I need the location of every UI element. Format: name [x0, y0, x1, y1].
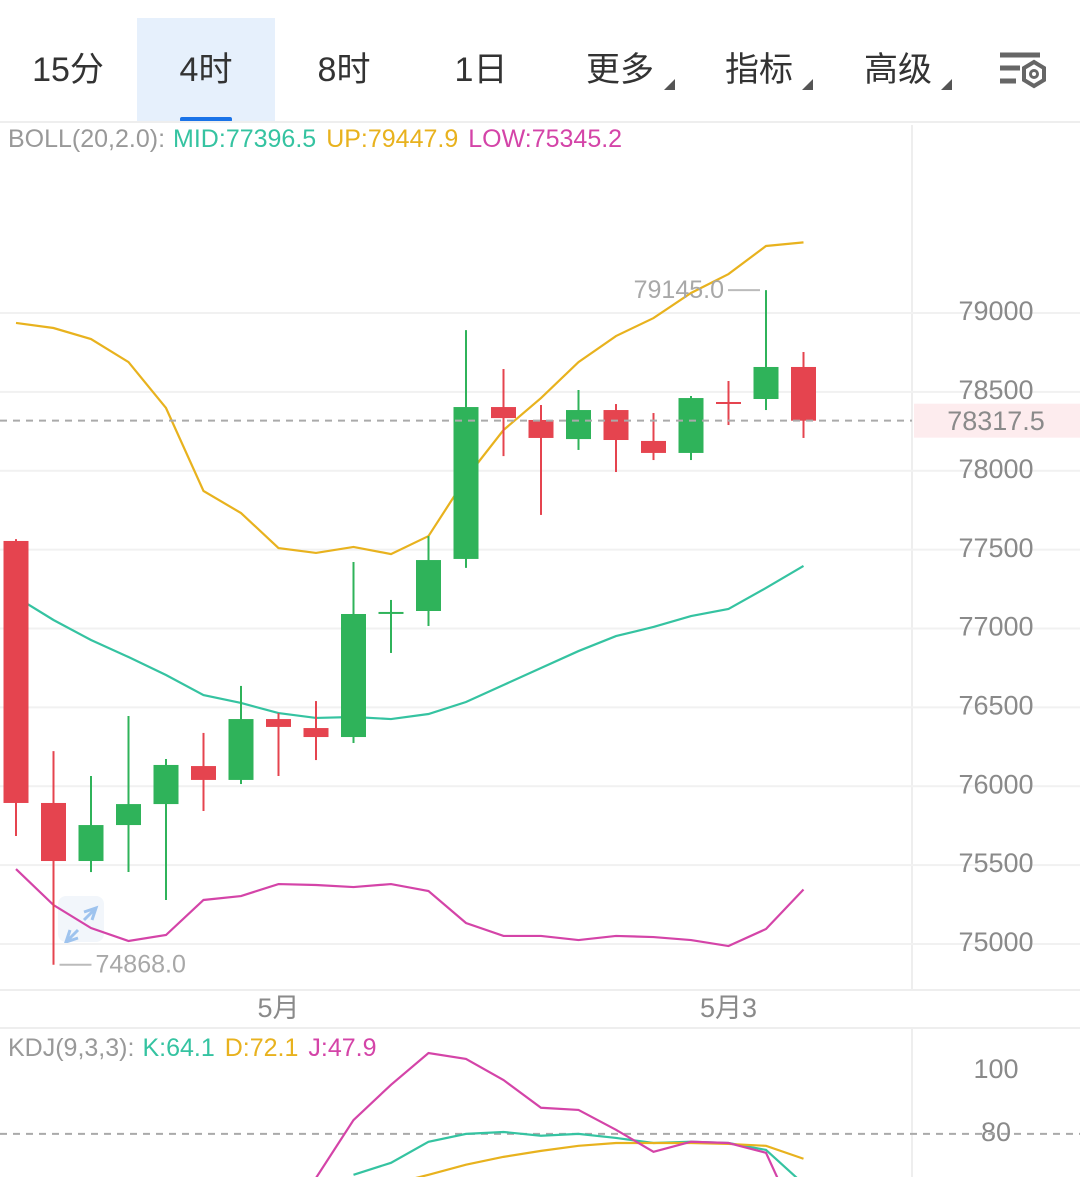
dropdown-icon	[802, 79, 813, 90]
legend-name: LOW:	[468, 125, 531, 153]
settings-icon[interactable]	[1000, 52, 1046, 89]
y-tick-label: 75000	[958, 927, 1033, 957]
y-tick-label: 79000	[958, 296, 1033, 326]
y-tick-label: 75500	[958, 848, 1033, 878]
candle-body	[378, 611, 404, 614]
dropdown-icon	[941, 79, 952, 90]
candle-body	[153, 764, 179, 805]
expand-icon[interactable]	[58, 896, 104, 945]
y-tick-label: 80	[981, 1117, 1011, 1147]
indicator-legend: KDJ(9,3,3): K:64.1 D:72.1 J:47.9	[8, 1034, 377, 1062]
legend-value: 72.1	[250, 1034, 299, 1062]
legend-name: MID:	[173, 125, 226, 153]
y-tick-label: 76000	[958, 769, 1033, 799]
y-tick-label: 78500	[958, 375, 1033, 405]
max-label: 79145.0	[634, 276, 724, 304]
y-tick-label: 78000	[958, 454, 1033, 484]
legend-name: J:	[308, 1034, 327, 1062]
legend-name: D:	[225, 1034, 250, 1062]
active-tab-underline	[180, 117, 232, 122]
indicator-name: KDJ(9,3,3):	[8, 1034, 134, 1062]
legend-value: 64.1	[166, 1034, 215, 1062]
indicator-line	[353, 1130, 798, 1177]
candle-body	[416, 560, 441, 611]
indicator-line	[415, 1141, 804, 1177]
tab-label[interactable]: 8时	[318, 51, 371, 89]
candle-body	[303, 728, 329, 738]
min-label: 74868.0	[96, 950, 186, 978]
indicator-name: BOLL(20,2.0):	[8, 125, 165, 153]
candle-body	[603, 410, 629, 441]
y-tick-label: 100	[973, 1054, 1018, 1084]
indicator-line	[315, 1051, 779, 1177]
candle-body	[41, 802, 66, 862]
candle-body	[341, 613, 366, 738]
candle-body	[566, 410, 591, 440]
tab-label[interactable]: 指标	[725, 51, 793, 89]
tab-label[interactable]: 4时	[180, 51, 233, 89]
candle-body	[266, 719, 291, 727]
candle-body	[3, 540, 29, 803]
candle-body	[528, 419, 554, 438]
legend-value: 47.9	[328, 1034, 377, 1062]
legend-name: UP:	[326, 125, 368, 153]
tab-label[interactable]: 更多	[586, 51, 654, 89]
candle-body	[228, 719, 254, 780]
legend-value: 79447.9	[368, 125, 458, 153]
indicator-line	[15, 868, 805, 948]
candle-body	[78, 825, 104, 862]
y-tick-label: 77000	[958, 612, 1033, 642]
candle-body	[716, 401, 741, 404]
dropdown-icon	[664, 79, 675, 90]
candle-body	[641, 440, 666, 453]
active-tab-bg	[137, 18, 275, 122]
candle-body	[678, 398, 704, 453]
tab-label[interactable]: 1日	[455, 51, 508, 89]
candle-body	[491, 407, 516, 419]
last-price-label: 78317.5	[947, 406, 1045, 436]
legend-name: K:	[142, 1034, 166, 1062]
indicator-line	[15, 241, 804, 556]
last-price-box	[914, 403, 1080, 438]
x-tick-label: 5月	[257, 993, 299, 1023]
tab-label[interactable]: 15分	[32, 51, 104, 89]
candle-body	[753, 366, 779, 399]
y-tick-label: 77500	[958, 533, 1033, 563]
legend-value: 75345.2	[532, 125, 622, 153]
tab-label[interactable]: 高级	[864, 51, 932, 89]
candle-body	[191, 766, 216, 780]
candle-body	[116, 804, 141, 826]
candle-body	[453, 407, 479, 559]
legend-value: 77396.5	[226, 125, 316, 153]
indicator-line	[15, 565, 805, 721]
indicator-legend: BOLL(20,2.0): MID:77396.5 UP:79447.9 LOW:75…	[8, 125, 622, 153]
candle-body	[791, 366, 816, 421]
x-tick-label: 5月3	[700, 993, 757, 1023]
y-tick-label: 76500	[958, 691, 1033, 721]
